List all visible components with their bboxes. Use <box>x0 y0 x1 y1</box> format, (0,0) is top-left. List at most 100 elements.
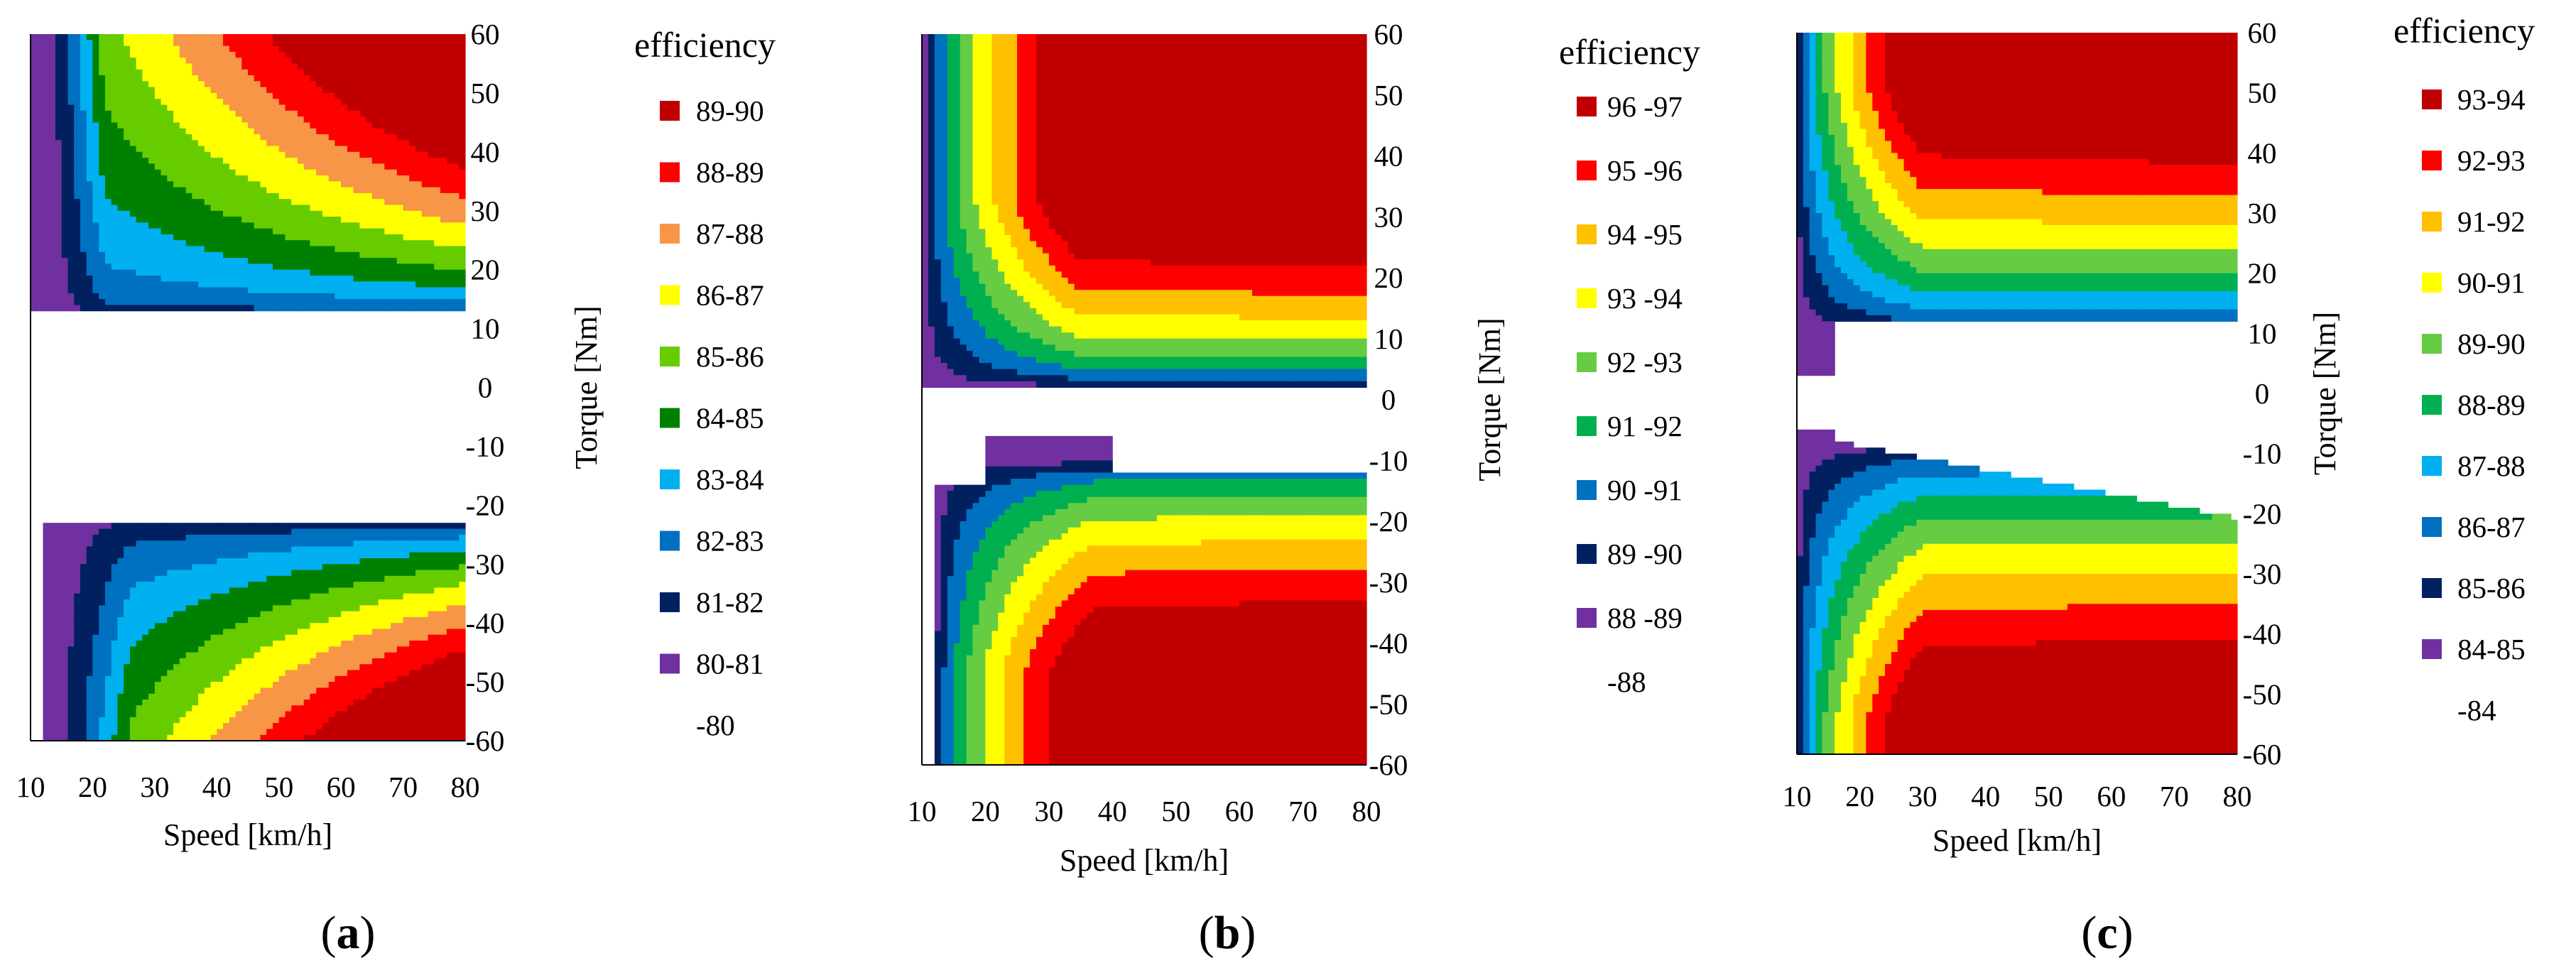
contour-cell <box>92 658 99 665</box>
contour-cell <box>173 40 180 46</box>
contour-cell <box>87 87 93 94</box>
contour-cell <box>68 670 75 677</box>
contour-cell <box>155 34 161 40</box>
contour-cell <box>87 281 93 288</box>
contour-cell <box>136 193 143 200</box>
contour-cell <box>223 676 229 683</box>
contour-cell <box>223 558 229 565</box>
contour-cell <box>192 605 198 611</box>
contour-cell <box>161 93 168 99</box>
contour-cell <box>236 641 242 647</box>
contour-cell <box>74 288 80 294</box>
contour-cell <box>62 717 68 724</box>
contour-cell <box>241 646 248 653</box>
contour-cell <box>55 134 62 141</box>
contour-cell <box>87 676 93 683</box>
contour-cell <box>155 558 161 565</box>
contour-cell <box>68 623 75 629</box>
contour-cell <box>236 270 242 276</box>
contour-cell <box>161 75 168 82</box>
contour-cell <box>161 34 168 40</box>
contour-cell <box>92 140 99 146</box>
contour-cell <box>186 523 192 529</box>
contour-cell <box>43 540 50 547</box>
contour-cell <box>43 146 50 153</box>
contour-cell <box>161 611 168 618</box>
contour-cell <box>130 217 136 223</box>
contour-cell <box>43 152 50 158</box>
contour-cell <box>99 629 105 636</box>
contour-cell <box>74 293 80 300</box>
contour-cell <box>205 664 211 670</box>
contour-cell <box>223 646 229 653</box>
contour-cell <box>254 75 261 82</box>
contour-cell <box>198 187 205 194</box>
contour-cell <box>49 599 55 606</box>
contour-cell <box>124 712 130 718</box>
contour-cell <box>142 623 148 629</box>
contour-cell <box>192 58 198 64</box>
contour-cell <box>186 193 192 200</box>
contour-cell <box>148 276 155 282</box>
contour-cell <box>68 276 75 282</box>
contour-cell <box>117 40 124 46</box>
contour-cell <box>198 129 205 135</box>
contour-cell <box>180 629 186 636</box>
contour-cell <box>92 240 99 246</box>
contour-cell <box>248 540 254 547</box>
contour-cell <box>117 670 124 677</box>
contour-cell <box>43 553 50 559</box>
contour-cell <box>248 129 254 135</box>
contour-cell <box>180 564 186 570</box>
contour-cell <box>198 305 205 311</box>
contour-cell <box>112 623 118 629</box>
contour-cell <box>180 252 186 259</box>
contour-cell <box>49 529 55 535</box>
contour-cell <box>136 558 143 565</box>
contour-cell <box>167 646 173 653</box>
contour-cell <box>112 529 118 535</box>
contour-cell <box>167 700 173 706</box>
contour-cell <box>99 52 105 58</box>
contour-cell <box>223 134 229 141</box>
contour-cell <box>130 529 136 535</box>
contour-cell <box>155 75 161 82</box>
contour-cell <box>87 258 93 264</box>
contour-cell <box>74 694 80 700</box>
contour-cell <box>92 175 99 182</box>
contour-cell <box>142 222 148 229</box>
contour-cell <box>117 175 124 182</box>
contour-cell <box>105 546 112 553</box>
contour-cell <box>74 217 80 223</box>
contour-cell <box>80 564 87 570</box>
contour-cell <box>161 664 168 670</box>
contour-cell <box>241 263 248 270</box>
contour-cell <box>112 175 118 182</box>
contour-cell <box>192 229 198 235</box>
contour-cell <box>43 288 50 294</box>
contour-cell <box>180 540 186 547</box>
contour-cell <box>198 594 205 600</box>
contour-cell <box>248 52 254 58</box>
contour-cell <box>180 635 186 641</box>
contour-cell <box>217 258 223 264</box>
contour-cell <box>241 700 248 706</box>
contour-cell <box>236 34 242 40</box>
contour-cell <box>68 629 75 636</box>
contour-cell <box>248 700 254 706</box>
contour-cell <box>31 40 37 46</box>
contour-cell <box>173 553 180 559</box>
contour-cell <box>192 599 198 606</box>
contour-cell <box>62 205 68 212</box>
contour-cell <box>217 240 223 246</box>
contour-cell <box>198 553 205 559</box>
contour-cell <box>112 75 118 82</box>
contour-cell <box>155 540 161 547</box>
contour-cell <box>198 246 205 253</box>
contour-cell <box>124 623 130 629</box>
contour-cell <box>43 305 50 311</box>
contour-cell <box>136 181 143 187</box>
contour-cell <box>136 211 143 217</box>
contour-cell <box>130 70 136 76</box>
contour-cell <box>155 687 161 694</box>
